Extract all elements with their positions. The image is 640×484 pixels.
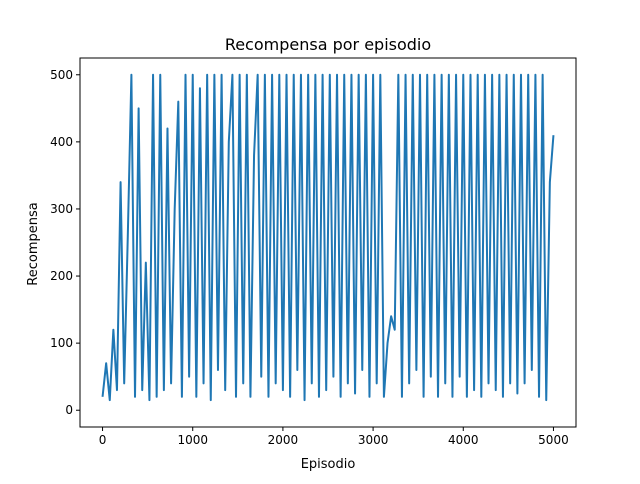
plot-content — [101, 73, 555, 402]
y-tick-label: 100 — [50, 336, 73, 350]
y-tick-label: 300 — [50, 202, 73, 216]
x-tick-label: 5000 — [538, 433, 569, 447]
chart-title: Recompensa por episodio — [225, 35, 431, 54]
x-tick-label: 0 — [99, 433, 107, 447]
y-axis: 0 100 200 300 400 500 — [50, 68, 80, 417]
x-tick-label: 1000 — [177, 433, 208, 447]
y-tick-label: 0 — [65, 403, 73, 417]
y-axis-label: Recompensa — [26, 202, 41, 285]
reward-series-line-0 — [101, 73, 555, 402]
x-tick-label: 4000 — [448, 433, 479, 447]
x-tick-label: 2000 — [268, 433, 299, 447]
x-tick-label: 3000 — [358, 433, 389, 447]
plot-frame — [79, 57, 577, 428]
y-tick-label: 500 — [50, 68, 73, 82]
x-axis: 0 1000 2000 3000 4000 5000 — [99, 427, 569, 447]
x-axis-label: Episodio — [301, 457, 356, 472]
y-tick-label: 400 — [50, 135, 73, 149]
y-tick-label: 200 — [50, 269, 73, 283]
